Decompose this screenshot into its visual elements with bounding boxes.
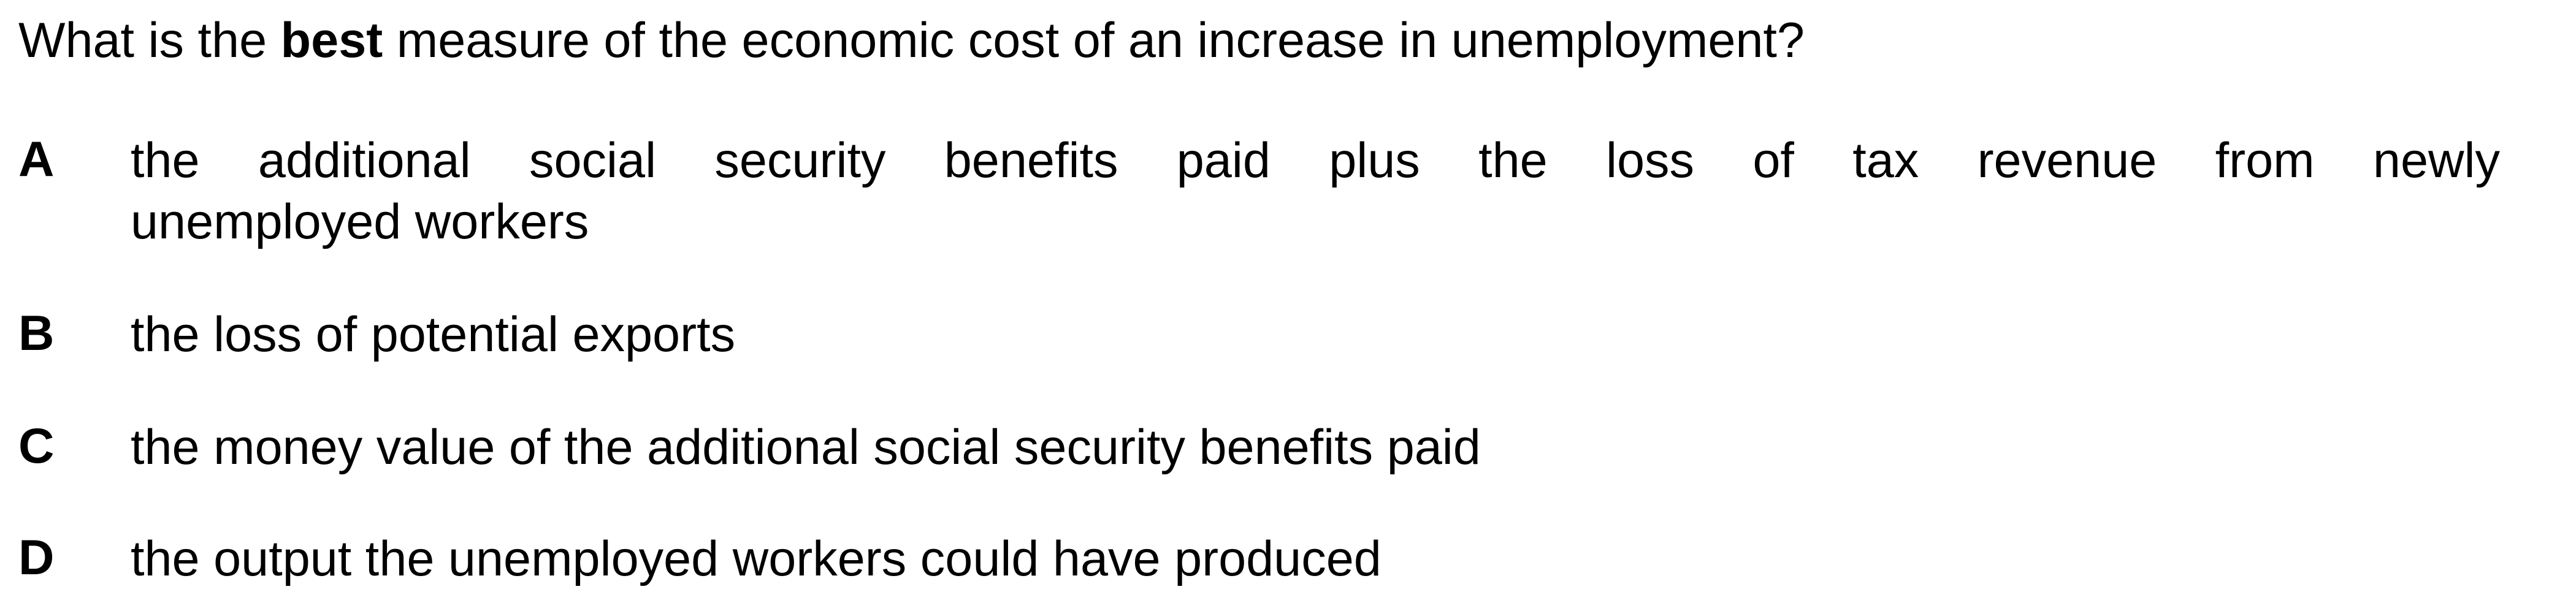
option-a-letter: A [18, 132, 55, 187]
option-c-letter: C [18, 419, 55, 474]
option-d-letter: D [18, 530, 55, 585]
option-a-text-line-2: unemployed workers [131, 194, 589, 249]
option-a-text-line-1: the additional social security benefits … [131, 133, 2500, 188]
option-a-text: the additional social security benefits … [131, 130, 2500, 252]
option-b-text: the loss of potential exports [131, 307, 736, 362]
question-prefix: What is the [18, 13, 281, 68]
option-b-letter: B [18, 306, 55, 361]
question-stem: What is the best measure of the economic… [18, 11, 2532, 70]
question-emphasis: best [280, 13, 383, 68]
question-suffix: measure of the economic cost of an incre… [383, 13, 1805, 68]
option-c-text: the money value of the additional social… [131, 420, 1481, 475]
option-d-text: the output the unemployed workers could … [131, 531, 1382, 586]
